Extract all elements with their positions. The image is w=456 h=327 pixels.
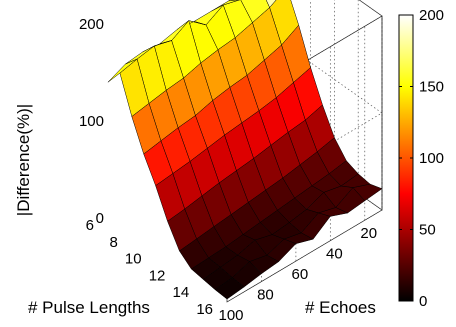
z-axis-label: |Difference(%)| xyxy=(14,104,33,216)
axis-ticks: 0 100 200 68 10 12 14 16 20 40 60 80 100 xyxy=(79,16,377,324)
surface-mesh xyxy=(107,0,383,300)
x-tick-label: 16 xyxy=(196,301,213,318)
y-tick-label: 60 xyxy=(292,266,309,283)
y-axis-label: # Echoes xyxy=(305,298,376,317)
colorbar-tick-label: 150 xyxy=(419,79,444,96)
colorbar-tick-label: 50 xyxy=(419,222,436,239)
surface-patch xyxy=(228,0,240,2)
x-tick-label: 8 xyxy=(109,234,117,251)
z-tick-label: 200 xyxy=(79,16,104,33)
z-tick-label: 100 xyxy=(79,113,104,130)
surface-patch xyxy=(107,58,138,83)
x-axis-label: # Pulse Lengths xyxy=(28,298,150,317)
x-tick-label: 6 xyxy=(86,217,94,234)
colorbar-tick-label: 200 xyxy=(419,7,444,24)
colorbar-tick-label: 100 xyxy=(419,150,444,167)
x-tick-label: 12 xyxy=(149,267,166,284)
y-tick-label: 100 xyxy=(218,307,243,324)
x-tick-label: 10 xyxy=(125,251,142,268)
x-tick-label: 14 xyxy=(173,284,190,301)
colorbar-tick-label: 0 xyxy=(419,293,427,310)
y-tick-label: 40 xyxy=(326,246,343,263)
y-tick-label: 80 xyxy=(257,287,274,304)
y-tick-label: 20 xyxy=(360,225,377,242)
z-tick-label: 0 xyxy=(96,210,104,227)
colorbar-ticks: 0 50 100 150 200 xyxy=(399,7,444,310)
